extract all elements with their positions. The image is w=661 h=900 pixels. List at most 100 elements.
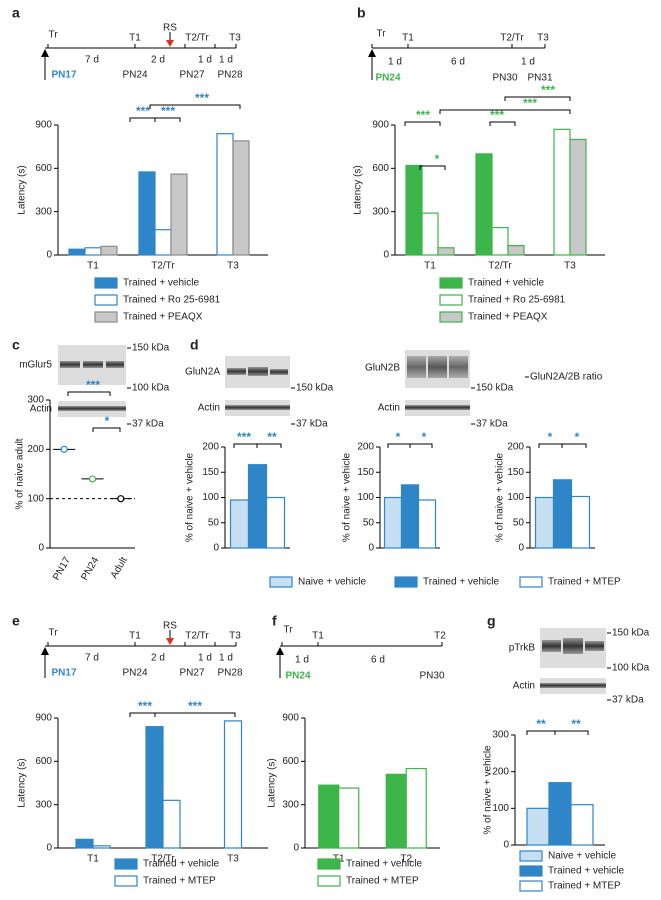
x-tick-label: T3 — [564, 261, 576, 272]
bar — [405, 164, 423, 256]
mean-marker — [60, 445, 68, 453]
y-tick-label: 100 — [202, 492, 219, 503]
bar — [145, 726, 164, 849]
legend-label: Trained + vehicle — [468, 278, 544, 289]
significance: * — [548, 430, 553, 444]
blot-label: Actin — [513, 681, 535, 692]
y-tick-label: 50 — [208, 517, 220, 528]
blot-label: Actin — [198, 403, 220, 414]
bar — [154, 229, 172, 256]
mean-marker — [117, 495, 125, 503]
significance: ** — [571, 717, 581, 731]
bar — [84, 247, 102, 256]
x-tick-label: T2/Tr — [151, 261, 175, 272]
y-tick-label: 300 — [35, 206, 52, 217]
timeline-label: T1 — [312, 631, 324, 642]
blot-label: GluN2B — [365, 363, 400, 374]
y-tick-label: 600 — [282, 756, 299, 767]
significance: *** — [188, 699, 202, 713]
significance-bracket — [149, 104, 241, 109]
y-tick-label: 300 — [492, 730, 509, 741]
blot-label: 37 kDa — [132, 419, 164, 430]
timeline-label: 1 d — [521, 57, 535, 68]
legend-label: Trained + vehicle — [423, 577, 499, 588]
significance: ** — [536, 717, 546, 731]
legend-label: Trained + PEAQX — [123, 312, 203, 323]
significance-bracket — [409, 443, 433, 448]
bar — [491, 226, 509, 256]
significance: * — [422, 430, 427, 444]
timeline-label: 7 d — [85, 55, 99, 66]
significance-bracket — [554, 730, 589, 735]
bar — [318, 784, 340, 849]
y-tick-label: 150 — [507, 467, 524, 478]
timeline-label: PN27 — [179, 70, 204, 81]
y-tick-label: 300 — [282, 799, 299, 810]
x-tick-label: T3 — [227, 854, 239, 865]
y-tick-label: 0 — [518, 543, 524, 554]
bar — [247, 464, 268, 549]
y-tick-label: 600 — [35, 756, 52, 767]
timeline-label: 6 d — [451, 57, 465, 68]
significance-bracket — [256, 443, 282, 448]
significance-bracket — [526, 730, 556, 735]
timeline-label: 2 d — [151, 55, 165, 66]
timeline-label: Tr — [48, 628, 58, 639]
rs-arrow-head — [166, 40, 174, 47]
significance-bracket — [92, 427, 121, 432]
y-tick-label: 300 — [372, 206, 389, 217]
significance: *** — [541, 83, 555, 97]
significance: *** — [138, 699, 152, 713]
panel-label: f — [272, 613, 277, 629]
timeline-label: Tr — [376, 29, 386, 40]
y-tick-label: 100 — [27, 493, 44, 504]
significance-bracket — [154, 117, 181, 122]
panel-label: e — [12, 613, 20, 629]
blot-label: GluN2A — [185, 367, 220, 378]
legend-swatch — [439, 311, 463, 323]
significance-bracket — [129, 117, 156, 122]
bar — [507, 245, 525, 256]
significance-bracket — [538, 443, 563, 448]
legend-label: Trained + MTEP — [548, 577, 621, 588]
significance-bracket — [129, 712, 156, 717]
significance: * — [105, 414, 110, 428]
y-tick-label: 100 — [357, 492, 374, 503]
legend-swatch — [439, 294, 463, 306]
legend-swatch — [317, 875, 341, 887]
timeline-label: Tr — [48, 30, 58, 41]
bar — [385, 773, 407, 849]
timeline-label: RS — [163, 621, 177, 632]
legend-swatch — [519, 850, 543, 862]
y-axis-label: Latency (s) — [267, 758, 278, 807]
legend-label: Trained + Ro 25-6981 — [468, 295, 566, 306]
significance-bracket — [419, 165, 446, 170]
blot-label: 150 kDa — [476, 383, 514, 394]
y-tick-label: 0 — [383, 250, 389, 261]
y-tick-label: 0 — [368, 543, 374, 554]
timeline-label: PN30 — [492, 73, 517, 84]
legend-label: Trained + vehicle — [123, 278, 199, 289]
bar — [400, 484, 420, 549]
y-tick-label: 900 — [35, 713, 52, 724]
blot-label: 37 kDa — [296, 419, 328, 430]
bar — [421, 212, 439, 256]
x-tick-label: T2/Tr — [151, 854, 175, 865]
y-tick-label: 200 — [492, 766, 509, 777]
significance-bracket — [404, 121, 441, 126]
legend-label: Trained + MTEP — [143, 876, 216, 887]
bar — [534, 496, 555, 549]
timeline-label: 1 d — [219, 653, 233, 664]
x-tick-label: T1 — [87, 261, 99, 272]
panel-label: b — [357, 5, 366, 21]
blot-label: pTrkB — [509, 643, 536, 654]
legend-label: Trained + Ro 25-6981 — [123, 295, 221, 306]
timeline-label: T1 — [402, 33, 414, 44]
y-tick-label: 900 — [282, 713, 299, 724]
blot-label: 150 kDa — [132, 343, 170, 354]
start-arrow-head — [41, 647, 49, 655]
legend-swatch — [519, 576, 543, 588]
significance-bracket — [154, 712, 236, 717]
legend-label: Naive + vehicle — [548, 851, 617, 862]
significance: *** — [161, 104, 175, 118]
